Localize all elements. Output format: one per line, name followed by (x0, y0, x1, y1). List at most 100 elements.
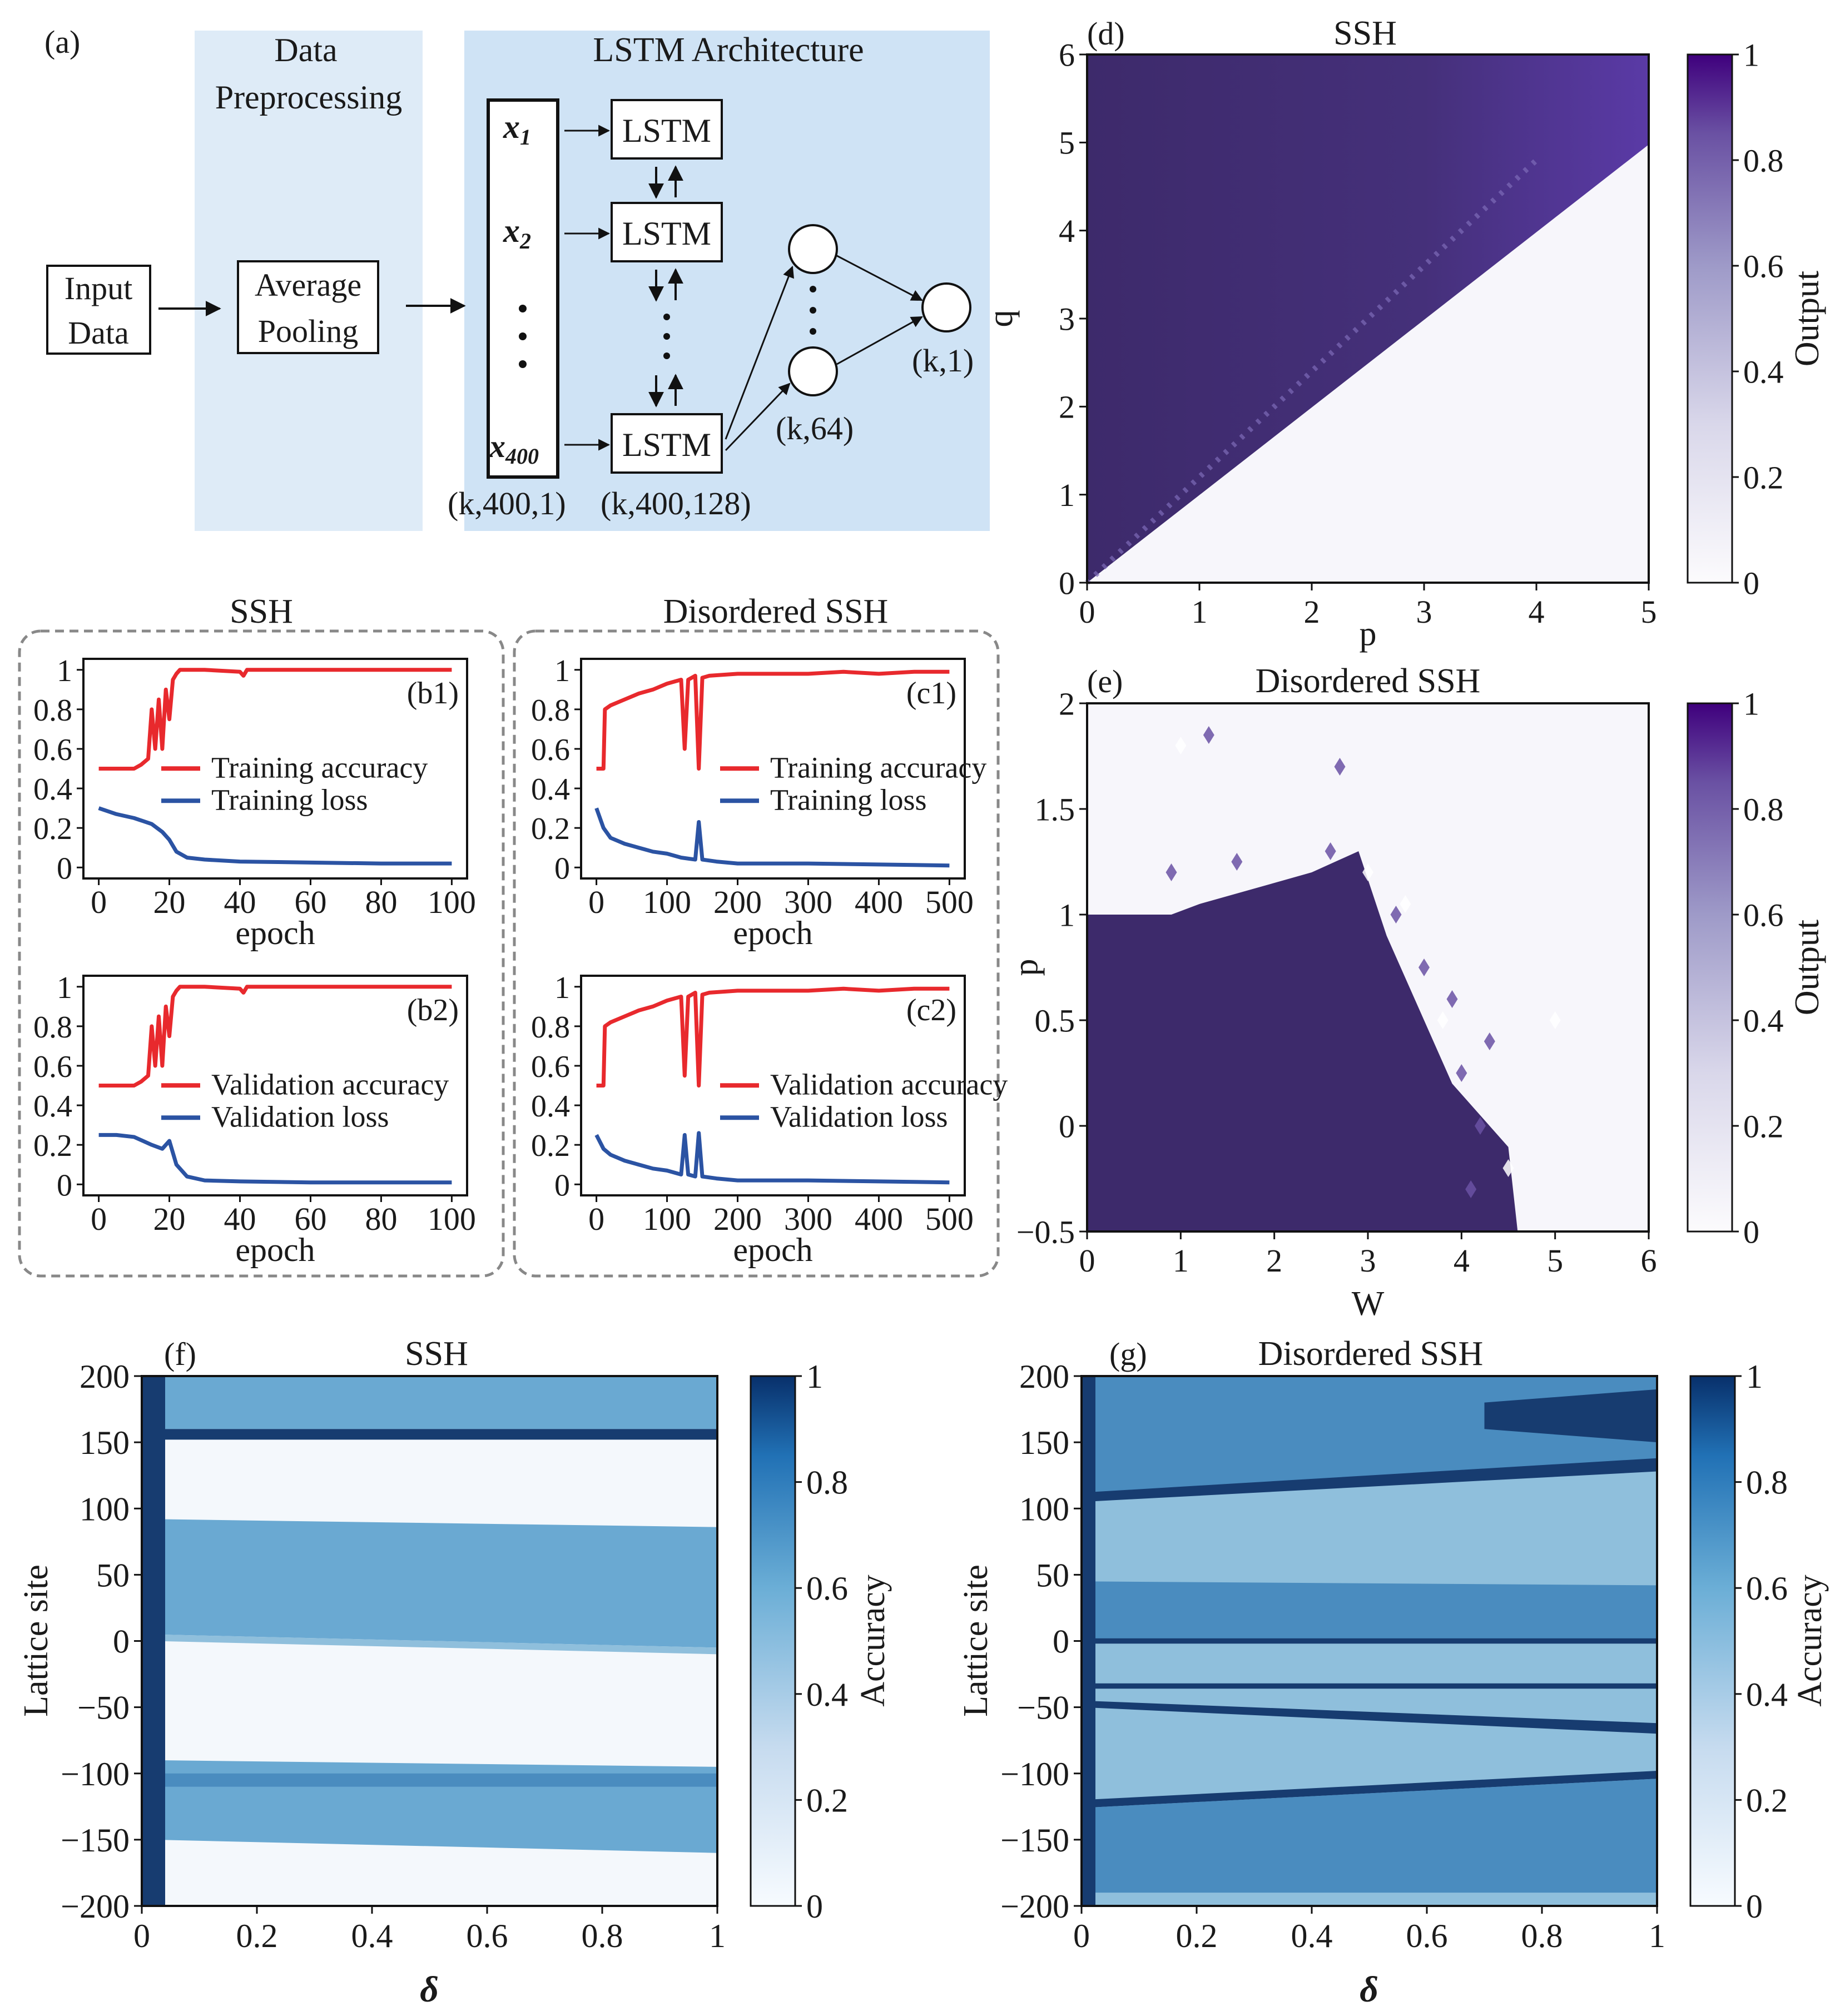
y-tick-label: 0 (1053, 1623, 1069, 1660)
b-group-title: SSH (230, 593, 293, 630)
colorbar-tick-label: 0.2 (1743, 1108, 1784, 1144)
g-panel-label: (g) (1109, 1336, 1147, 1372)
y-tick-label: 0.6 (33, 733, 72, 767)
f-title: SSH (405, 1335, 468, 1373)
input-sequence-box (487, 98, 559, 479)
y-tick-label: 0 (1059, 1108, 1075, 1144)
x-tick-label: 20 (153, 884, 186, 920)
lstm-cell-2-label: LSTM (622, 215, 711, 252)
x1-label: x1 (503, 108, 531, 150)
speckle-mark (1334, 758, 1346, 776)
ellipsis-dot (663, 352, 670, 359)
accuracy-band (142, 1376, 717, 1906)
y-tick-label: 0.4 (33, 772, 72, 807)
y-tick-label: 0 (57, 851, 72, 886)
chart-f: 0 0.2 0.4 0.6 0.8 1 −200 −150 −100 −50 0 50 100 150 20… (17, 1335, 892, 2010)
preprocessing-title-2: Preprocessing (215, 79, 403, 116)
g-colorbar-label: Accuracy (1791, 1575, 1829, 1707)
speckle-mark (1419, 959, 1430, 976)
x-axis-label: epoch (733, 915, 812, 951)
series-line-accuracy (98, 668, 452, 771)
x-tick-label: 200 (713, 884, 762, 920)
x-tick-label: 0.4 (351, 1918, 393, 1954)
output-node (921, 282, 971, 332)
dense-node-bottom (788, 346, 838, 396)
legend-label: Training loss (770, 783, 927, 816)
y-tick-label: 0 (554, 851, 570, 886)
y-tick-label: 0 (554, 1168, 570, 1203)
ellipsis-dot (519, 332, 527, 340)
e-colorbar (1687, 702, 1733, 1233)
y-tick-label: 150 (80, 1424, 130, 1461)
y-tick-label: 0.8 (33, 693, 72, 728)
y-tick-label: 3 (1059, 301, 1075, 337)
speckle-mark (1465, 1180, 1477, 1198)
speckle-mark (1165, 863, 1177, 881)
f-axes: 0 0.2 0.4 0.6 0.8 1 −200 −150 −100 −50 0 50 100 150 20… (61, 1358, 726, 1954)
g-xlabel: δ (1360, 1969, 1378, 2010)
speckle-mark (1549, 1011, 1561, 1029)
x-axis-label: epoch (235, 1232, 315, 1268)
x-tick-label: 1 (1649, 1918, 1665, 1954)
e-colorbar-label: Output (1788, 920, 1826, 1015)
y-tick-label: 6 (1059, 37, 1075, 73)
legend-label: Validation accuracy (211, 1067, 449, 1101)
dense-node-top (788, 224, 838, 274)
e-topological-region (1087, 851, 1518, 1232)
c-group-title: Disordered SSH (663, 593, 889, 630)
accuracy-band (153, 1773, 717, 1787)
f-colorbar (750, 1375, 796, 1907)
y-tick-label: 0.4 (33, 1089, 72, 1124)
x-tick-label: 0 (1079, 1243, 1095, 1279)
x-tick-label: 2 (1266, 1243, 1282, 1279)
x-tick-label: 4 (1529, 594, 1545, 630)
speckle-mark (1362, 863, 1373, 881)
d-phase-boundary (1085, 158, 1539, 585)
legend-label: Training accuracy (770, 751, 986, 784)
panel-label: (b1) (407, 676, 459, 711)
y-tick-label: 5 (1059, 125, 1075, 161)
series-line-loss (98, 806, 452, 866)
colorbar-tick-label: 0.8 (1743, 142, 1784, 178)
d-panel-label: (d) (1087, 16, 1125, 52)
e-title: Disordered SSH (1256, 662, 1481, 700)
plot-frame (580, 658, 966, 880)
chart-d: 0 1 2 3 4 5 0 1 2 3 4 5 6 (d) SSH p q 0 0.2 0.4 0.6 0.8 1… (982, 14, 1826, 653)
arrow-lstm-to-dense-bottom (725, 383, 791, 451)
y-tick-label: 200 (80, 1358, 130, 1395)
accuracy-band (142, 1376, 717, 1429)
y-tick-label: −50 (1017, 1690, 1069, 1726)
b-group-frame (18, 629, 505, 1278)
plot-frame (82, 658, 468, 880)
x-tick-label: 100 (428, 1201, 476, 1237)
x-tick-label: 5 (1547, 1243, 1563, 1279)
d-colorbar-label: Output (1788, 271, 1826, 366)
panel-a-label: (a) (44, 24, 80, 60)
x-tick-label: 0.8 (1521, 1918, 1563, 1954)
e-speckle (1165, 726, 1561, 1198)
speckle-mark (1203, 726, 1214, 744)
x-tick-label: 0.6 (1406, 1918, 1448, 1954)
speckle-mark (1475, 1117, 1486, 1135)
y-tick-label: 2 (1059, 389, 1075, 425)
colorbar-tick-label: 0.6 (806, 1570, 848, 1607)
series-line-loss (594, 807, 950, 868)
plot-frame (580, 975, 966, 1196)
colorbar-tick-label: 0.8 (1743, 791, 1784, 827)
ellipsis-dot (663, 314, 670, 320)
x-tick-label: 2 (1304, 594, 1320, 630)
left-edge-band (142, 1376, 165, 1906)
y-tick-label: −200 (1000, 1888, 1069, 1925)
ellipsis-dot (519, 360, 527, 368)
x-tick-label: 100 (428, 884, 476, 920)
legend-label: Training loss (211, 783, 368, 816)
ellipsis-dot (810, 307, 816, 314)
y-tick-label: 0.6 (33, 1050, 72, 1084)
x-tick-label: 0 (588, 1201, 604, 1237)
y-tick-label: 0.2 (531, 812, 570, 846)
x-tick-label: 500 (925, 884, 974, 920)
colorbar-tick-label: 0.6 (1746, 1570, 1788, 1607)
accuracy-band (1484, 1389, 1657, 1443)
